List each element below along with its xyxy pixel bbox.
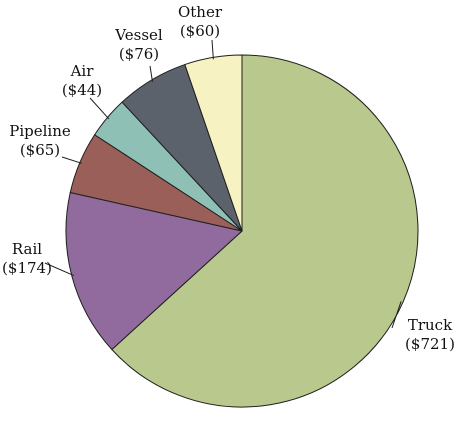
slice-value-other: ($60) [180,22,220,40]
slice-value-air: ($44) [62,81,102,99]
pie-slice-truck [111,54,419,408]
slices-layer [65,54,419,408]
slice-value-pipeline: ($65) [20,141,60,159]
leader-line-rail [44,262,75,277]
slice-label-pipeline: Pipeline [9,122,71,140]
pie-slice-rail [65,191,244,351]
leader-line-truck [391,301,402,329]
slice-label-vessel: Vessel [114,26,163,44]
leader-line-pipeline [61,156,82,164]
leaders-layer [44,39,402,329]
slice-value-truck: ($721) [405,335,455,353]
slice-value-rail: ($174) [2,259,52,277]
labels-layer: Truck($721) Rail($174) Pipeline($65) Air($4… [2,3,455,353]
slice-label-truck: Truck [408,316,453,334]
leader-line-vessel [149,65,154,82]
leader-line-other [211,39,214,60]
slice-label-other: Other [178,3,223,21]
leader-line-air [89,97,110,120]
slice-label-rail: Rail [12,240,42,258]
slice-value-vessel: ($76) [119,45,159,63]
slice-label-air: Air [70,62,95,80]
